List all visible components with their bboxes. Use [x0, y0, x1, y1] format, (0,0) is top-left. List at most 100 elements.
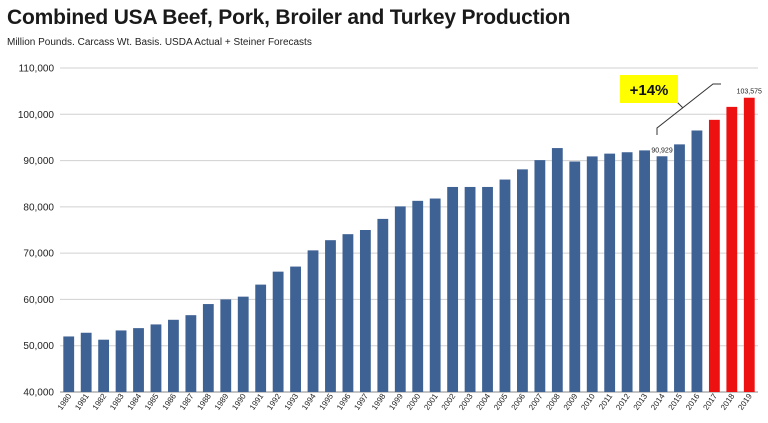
bar-1993 — [290, 266, 301, 392]
y-axis: 40,000 50,000 60,000 70,000 80,000 90,000 100,… — [18, 64, 55, 399]
bar-1987 — [185, 315, 197, 392]
bar-1989 — [220, 299, 232, 392]
x-tick-label: 2005 — [492, 392, 510, 412]
bar-1997 — [359, 230, 371, 392]
x-tick-label: 1997 — [352, 392, 370, 412]
bar-1986 — [168, 319, 179, 392]
growth-annotation: +14% — [620, 75, 721, 135]
x-tick-label: 1987 — [178, 392, 196, 412]
bar-2003 — [464, 186, 476, 392]
y-tick-label: 80,000 — [23, 202, 54, 213]
y-tick-label: 110,000 — [19, 64, 55, 75]
annotation-box — [620, 75, 678, 103]
bar-2005 — [499, 179, 511, 392]
x-tick-label: 1996 — [335, 392, 353, 412]
bar-1985 — [150, 324, 162, 392]
bar-2004 — [482, 186, 493, 392]
bar-2016 — [691, 130, 703, 392]
y-tick-label: 50,000 — [23, 341, 54, 352]
x-tick-label: 2009 — [562, 392, 580, 412]
x-tick-label: 2001 — [422, 392, 440, 412]
bar-1992 — [272, 271, 284, 392]
bar-2001 — [429, 198, 441, 392]
data-label-2014: 90,929 — [651, 147, 673, 154]
bar-2002 — [447, 186, 459, 392]
bar-1983 — [115, 330, 127, 392]
y-tick-label: 70,000 — [23, 249, 54, 260]
data-label-2019: 103,575 — [737, 89, 762, 96]
x-tick-label: 1992 — [265, 392, 283, 412]
x-tick-label: 2004 — [475, 392, 493, 412]
x-tick-label: 2010 — [579, 392, 597, 412]
x-tick-label: 1986 — [160, 392, 178, 412]
x-tick-label: 2017 — [701, 392, 719, 412]
bar-1996 — [342, 234, 354, 392]
bar-1998 — [377, 218, 389, 392]
x-tick-label: 1985 — [143, 392, 161, 412]
bar-1982 — [98, 339, 110, 392]
x-tick-label: 2019 — [736, 392, 754, 412]
x-tick-label: 2006 — [509, 392, 527, 412]
bar-1991 — [255, 284, 267, 392]
bar-2007 — [534, 160, 546, 392]
x-tick-label: 1989 — [213, 392, 231, 412]
bar-2011 — [604, 153, 616, 392]
bar-2009 — [569, 161, 581, 392]
x-tick-label: 2013 — [632, 392, 650, 412]
bar-2017 — [708, 119, 720, 392]
bar-2018 — [726, 106, 738, 392]
x-tick-label: 1998 — [370, 392, 388, 412]
x-tick-label: 2007 — [527, 392, 545, 412]
bar-2013 — [639, 150, 650, 392]
chart-subtitle: Million Pounds. Carcass Wt. Basis. USDA … — [7, 37, 312, 48]
bar-2010 — [586, 156, 598, 392]
x-tick-label: 2011 — [597, 392, 615, 412]
y-tick-label: 100,000 — [18, 110, 55, 121]
bar-2015 — [674, 144, 685, 392]
x-tick-label: 1991 — [248, 392, 266, 412]
annotation-bracket — [656, 83, 721, 135]
bar-1980 — [63, 336, 75, 392]
bar-1984 — [133, 328, 144, 392]
x-tick-label: 1994 — [300, 392, 318, 412]
bar-1988 — [202, 304, 214, 392]
x-tick-label: 2014 — [649, 392, 667, 412]
bar-2008 — [551, 148, 563, 392]
bars — [63, 97, 755, 392]
y-tick-label: 60,000 — [23, 295, 54, 306]
x-tick-label: 1993 — [283, 392, 301, 412]
chart-title: Combined USA Beef, Pork, Broiler and Tur… — [7, 6, 571, 29]
data-labels: 90,929 103,575 — [651, 89, 762, 155]
x-tick-label: 1983 — [108, 392, 126, 412]
x-tick-label: 1982 — [91, 392, 109, 412]
x-tick-label: 1981 — [73, 392, 91, 412]
bar-1990 — [237, 296, 249, 392]
bar-2006 — [517, 169, 528, 392]
annotation-text: +14% — [630, 82, 669, 99]
x-tick-label: 1984 — [126, 392, 144, 412]
gridlines — [60, 67, 758, 393]
x-tick-label: 2002 — [440, 392, 458, 412]
x-tick-label: 2012 — [614, 392, 632, 412]
bar-1999 — [394, 206, 406, 392]
x-tick-label: 1995 — [318, 392, 336, 412]
x-tick-label: 1988 — [195, 392, 213, 412]
bar-1981 — [80, 332, 92, 392]
x-tick-label: 1999 — [387, 392, 405, 412]
bar-1995 — [325, 240, 336, 392]
y-tick-label: 40,000 — [23, 388, 54, 399]
x-tick-label: 1990 — [230, 392, 248, 412]
x-tick-label: 2000 — [405, 392, 423, 412]
x-tick-label: 2003 — [457, 392, 475, 412]
y-tick-label: 90,000 — [23, 156, 54, 167]
bar-2014 — [656, 156, 668, 392]
x-tick-label: 2008 — [544, 392, 562, 412]
x-tick-label: 2016 — [684, 392, 702, 412]
x-axis: 1980 1981 1982 1983 1984 1985 1986 1987 1988 1989… — [56, 392, 754, 412]
x-tick-label: 2015 — [667, 392, 685, 412]
x-tick-label: 2018 — [719, 392, 737, 412]
bar-2012 — [621, 152, 633, 392]
bar-2000 — [412, 200, 424, 392]
bar-1994 — [307, 250, 319, 392]
x-tick-label: 1980 — [56, 392, 74, 412]
